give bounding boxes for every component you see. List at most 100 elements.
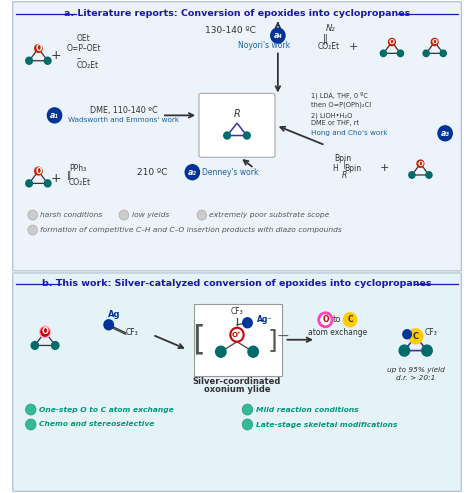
Text: N₂: N₂ (325, 24, 335, 33)
Circle shape (271, 28, 285, 43)
Text: up to 95% yield: up to 95% yield (387, 367, 445, 373)
Text: ]⁻: ]⁻ (267, 328, 290, 352)
Text: One-step O to C atom exchange: One-step O to C atom exchange (39, 407, 174, 413)
Text: CO₂Et: CO₂Et (69, 177, 91, 187)
Text: Late-stage skeletal modifications: Late-stage skeletal modifications (256, 422, 398, 427)
Text: 130-140 ºC: 130-140 ºC (205, 26, 256, 35)
Text: Denney's work: Denney's work (202, 168, 259, 176)
Text: –: – (76, 54, 81, 63)
Text: Chemo and stereoselective: Chemo and stereoselective (39, 422, 155, 427)
Circle shape (224, 132, 230, 139)
Text: Wadsworth and Emmons' work: Wadsworth and Emmons' work (68, 117, 180, 123)
Circle shape (26, 404, 36, 415)
Text: O: O (432, 39, 438, 45)
Text: CO₂Et: CO₂Et (76, 61, 99, 70)
Text: R: R (234, 109, 240, 119)
Text: Ag⁻: Ag⁻ (257, 316, 273, 324)
Text: Noyori's work: Noyori's work (237, 41, 290, 50)
Text: ‖: ‖ (67, 171, 71, 180)
Text: +: + (380, 163, 389, 173)
Text: to: to (333, 316, 341, 324)
Circle shape (28, 210, 37, 220)
FancyBboxPatch shape (199, 94, 275, 157)
Circle shape (47, 108, 62, 123)
Circle shape (440, 50, 446, 57)
Circle shape (31, 342, 38, 350)
Circle shape (243, 318, 252, 328)
Text: |: | (343, 160, 346, 169)
Text: O⁺: O⁺ (232, 332, 242, 338)
Text: DME, 110-140 ºC: DME, 110-140 ºC (90, 106, 158, 115)
Text: CF₃: CF₃ (231, 307, 243, 317)
FancyBboxPatch shape (194, 304, 282, 376)
Text: PPh₃: PPh₃ (69, 164, 86, 173)
Text: atom exchange: atom exchange (308, 328, 367, 337)
Circle shape (35, 167, 42, 175)
Circle shape (52, 342, 59, 350)
Text: Ag: Ag (108, 310, 121, 319)
Text: formation of competitive C–H and C–O insertion products with diazo compounds: formation of competitive C–H and C–O ins… (40, 227, 342, 233)
Circle shape (399, 345, 410, 356)
Text: O: O (322, 316, 328, 324)
Text: Mild reaction conditions: Mild reaction conditions (256, 407, 359, 413)
Text: oxonium ylide: oxonium ylide (204, 385, 270, 394)
Text: Hong and Cho's work: Hong and Cho's work (311, 130, 388, 137)
Circle shape (409, 172, 415, 178)
Text: CF₃: CF₃ (424, 328, 437, 337)
Text: b. This work: Silver-catalyzed conversion of epoxides into cyclopropanes: b. This work: Silver-catalyzed conversio… (42, 280, 432, 288)
Circle shape (417, 160, 424, 167)
Circle shape (344, 313, 357, 327)
Circle shape (242, 404, 253, 415)
Text: Bpin: Bpin (334, 154, 351, 163)
Circle shape (41, 328, 49, 336)
Text: O: O (389, 39, 395, 45)
Text: a₂: a₂ (188, 168, 197, 176)
FancyBboxPatch shape (13, 1, 461, 271)
Text: O: O (418, 161, 423, 167)
Text: CO₂Et: CO₂Et (318, 42, 340, 51)
Circle shape (185, 165, 200, 179)
Circle shape (230, 328, 244, 342)
Circle shape (35, 44, 42, 52)
Text: d.r. > 20:1: d.r. > 20:1 (396, 375, 435, 381)
Circle shape (26, 180, 32, 187)
Text: H: H (332, 164, 338, 173)
Circle shape (248, 346, 258, 357)
Text: harsh conditions: harsh conditions (40, 212, 102, 218)
Text: +: + (50, 172, 61, 185)
Circle shape (28, 225, 37, 235)
Text: extremely poor substrate scope: extremely poor substrate scope (210, 212, 330, 218)
Text: CF₃: CF₃ (126, 328, 138, 337)
Text: O: O (35, 44, 42, 53)
Text: OEt: OEt (76, 34, 90, 43)
Circle shape (197, 210, 207, 220)
Text: +: + (50, 49, 61, 62)
Text: Bpin: Bpin (345, 164, 362, 173)
Text: C: C (347, 316, 353, 324)
Text: O: O (42, 327, 48, 336)
Text: ‖: ‖ (323, 34, 328, 44)
Text: then O=P(OPh)₂Cl: then O=P(OPh)₂Cl (311, 101, 371, 107)
Text: [: [ (192, 323, 206, 356)
Text: a. Literature reports: Conversion of epoxides into cyclopropanes: a. Literature reports: Conversion of epo… (64, 9, 410, 18)
Circle shape (397, 50, 403, 57)
Circle shape (44, 57, 51, 64)
Text: 210 ºC: 210 ºC (137, 168, 168, 176)
Text: Silver-coordinated: Silver-coordinated (193, 377, 281, 386)
Text: O: O (35, 167, 42, 176)
Text: C: C (412, 332, 419, 341)
Circle shape (44, 180, 51, 187)
Circle shape (242, 419, 253, 430)
Text: O=P–OEt: O=P–OEt (67, 44, 101, 53)
Circle shape (409, 329, 423, 344)
FancyBboxPatch shape (13, 273, 461, 492)
Text: a₁: a₁ (50, 111, 59, 120)
Circle shape (438, 126, 452, 141)
Text: R: R (342, 171, 347, 180)
Circle shape (431, 38, 438, 45)
Circle shape (423, 50, 429, 57)
Circle shape (426, 172, 432, 178)
Text: 1) LDA, THF, 0 ºC: 1) LDA, THF, 0 ºC (311, 92, 368, 99)
Circle shape (244, 132, 250, 139)
Circle shape (422, 345, 432, 356)
